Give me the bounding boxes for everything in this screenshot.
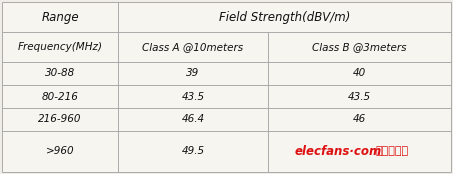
Text: 46: 46: [353, 114, 366, 125]
Text: elecfans·com: elecfans·com: [295, 145, 382, 158]
Text: 43.5: 43.5: [348, 92, 371, 101]
Text: >960: >960: [46, 147, 74, 156]
Text: 216-960: 216-960: [38, 114, 82, 125]
Text: 39: 39: [186, 69, 200, 78]
Text: Class A @10meters: Class A @10meters: [142, 42, 244, 52]
Text: 80-216: 80-216: [42, 92, 78, 101]
Text: 46.4: 46.4: [182, 114, 205, 125]
Text: Frequency(MHz): Frequency(MHz): [18, 42, 102, 52]
Text: 43.5: 43.5: [182, 92, 205, 101]
Text: 电子发烧友: 电子发烧友: [375, 147, 408, 156]
Text: Class B @3meters: Class B @3meters: [312, 42, 407, 52]
Text: 30-88: 30-88: [45, 69, 75, 78]
Text: 40: 40: [353, 69, 366, 78]
Text: 49.5: 49.5: [182, 147, 205, 156]
Text: Range: Range: [41, 10, 79, 23]
Text: Field Strength(dBV/m): Field Strength(dBV/m): [219, 10, 350, 23]
